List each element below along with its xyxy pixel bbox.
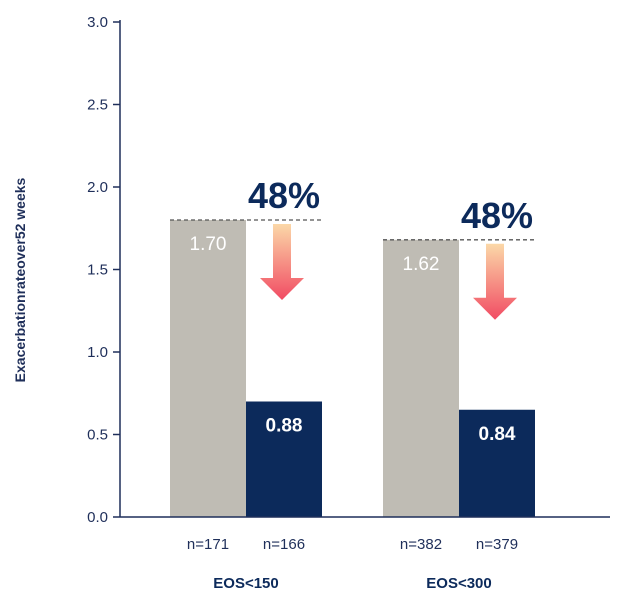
group-label: EOS<150 [213,575,278,592]
sample-size-label: n=379 [476,536,518,553]
y-tick-label: 0.5 [87,427,108,444]
reduction-percent-label: 48% [461,195,533,236]
bar-value-label: 1.70 [190,234,227,255]
sample-size-label: n=382 [400,536,442,553]
y-tick-label: 1.5 [87,262,108,279]
y-tick-label: 1.0 [87,344,108,361]
y-tick-label: 0.0 [87,509,108,526]
y-tick-label: 3.0 [87,14,108,31]
bar-value-label: 0.84 [479,424,516,445]
y-tick-label: 2.5 [87,97,108,114]
y-tick-label: 2.0 [87,179,108,196]
bar-reference [170,220,246,517]
reduction-arrow-icon [473,243,517,320]
sample-size-label: n=166 [263,536,305,553]
reduction-percent-label: 48% [248,175,320,216]
bar-value-label: 0.88 [266,416,303,437]
sample-size-label: n=171 [187,536,229,553]
reduction-arrow-icon [260,224,304,300]
bar-treatment [246,401,322,517]
bar-value-label: 1.62 [403,254,440,275]
y-axis-label: Exacerbationrateover52 weeks [12,177,28,382]
group-label: EOS<300 [426,575,491,592]
bar-reference [383,239,459,518]
bar-treatment [459,409,535,517]
